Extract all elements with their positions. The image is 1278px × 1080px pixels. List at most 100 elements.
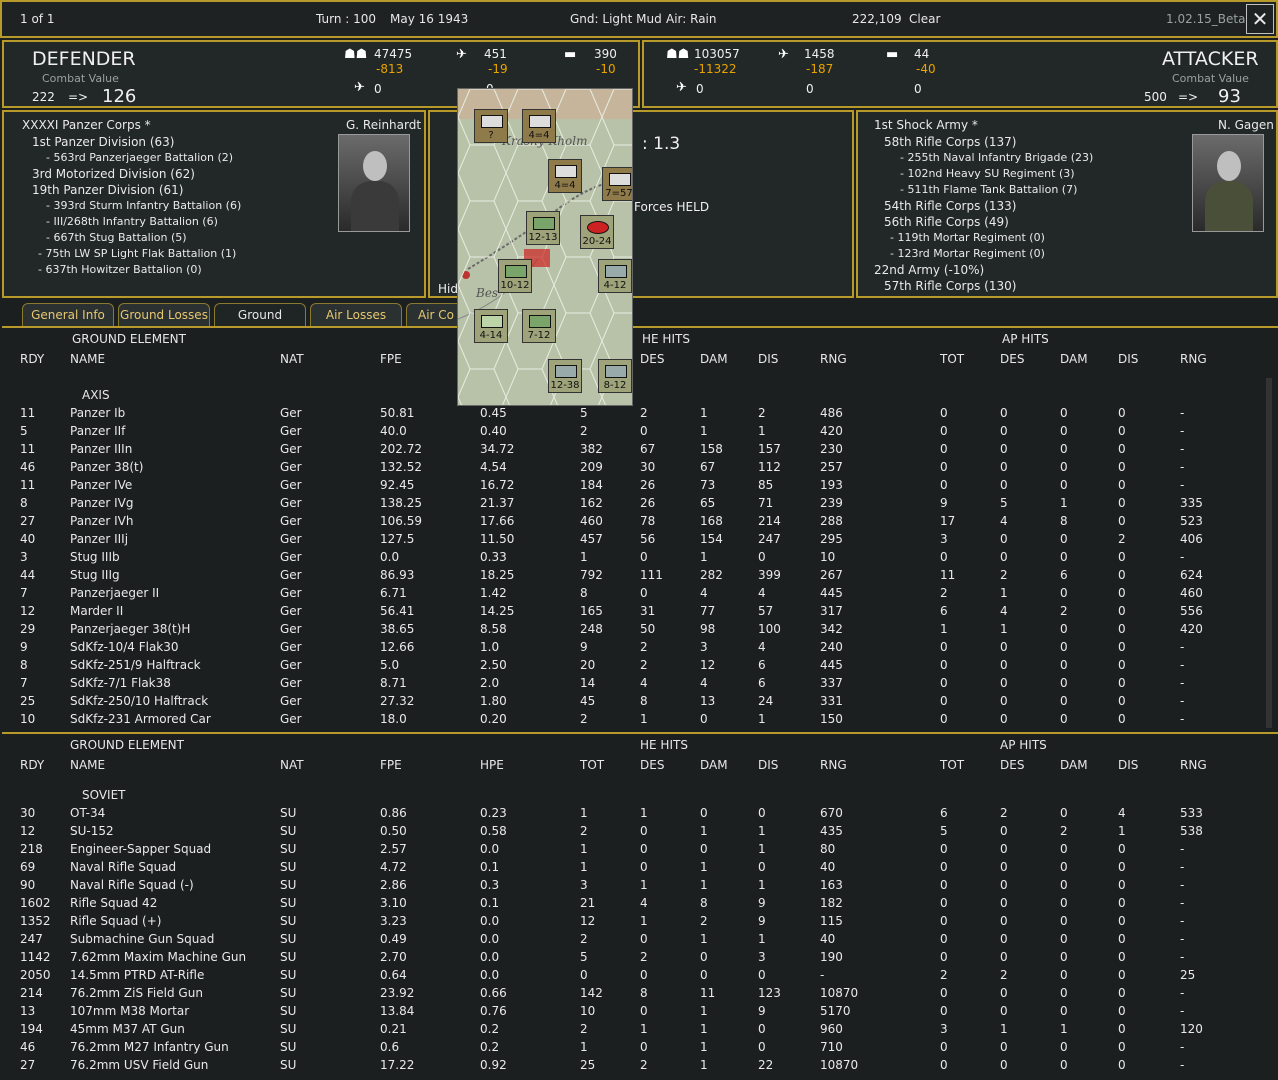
table-cell: SdKfz-231 Armored Car [70,712,211,726]
col-header[interactable]: DES [1000,352,1025,366]
col-header[interactable]: RDY [20,758,45,772]
unit-counter[interactable]: 4=4 [522,109,556,143]
col-header[interactable]: DIS [1118,758,1139,772]
close-button[interactable]: ✕ [1246,4,1274,34]
oob-line[interactable]: XXXXI Panzer Corps * [22,118,151,132]
col-header[interactable]: TOT [940,352,965,366]
unit-counter[interactable]: 12-13 [526,211,560,245]
table-cell: - [1180,932,1185,946]
table-cell: OT-34 [70,806,106,820]
col-header[interactable]: HPE [480,758,504,772]
unit-counter[interactable]: 7-12 [522,309,556,343]
table-cell: 4 [1118,806,1126,820]
table-cell: SdKfz-251/9 Halftrack [70,658,201,672]
unit-counter[interactable]: 10-12 [498,259,532,293]
table-cell: 1 [758,878,766,892]
unit-counter[interactable]: 12-38 [548,359,582,393]
defender-air-lost: 0 [374,82,382,96]
table-cell: 0 [940,694,948,708]
table-cell: 4 [758,640,766,654]
tab-ground-combat[interactable]: Ground Combat [214,303,306,344]
col-header[interactable]: DIS [758,758,779,772]
col-header[interactable]: RDY [20,352,45,366]
table-cell: - [1180,550,1185,564]
unit-counter[interactable]: 4=4 [548,159,582,193]
table-cell: 45mm M37 AT Gun [70,1022,185,1036]
table-cell: 1 [700,1004,708,1018]
unit-counter[interactable]: 7=57 [602,167,632,201]
table-cell: 0.1 [480,896,500,910]
table-cell: 4 [1000,604,1008,618]
tank-icon: ▬ [564,47,577,62]
tab-ground-losses[interactable]: Ground Losses [118,303,210,326]
table-cell: 1 [700,406,708,420]
table-cell: 7 [20,586,28,600]
oob-line[interactable]: 54th Rifle Corps (133) [884,199,1017,213]
oob-line[interactable]: - 102nd Heavy SU Regiment (3) [900,167,1075,180]
unit-counter[interactable]: 20-24 [580,215,614,249]
axis-scrollbar[interactable] [1266,378,1272,728]
hide-label[interactable]: Hid [438,282,458,296]
oob-line[interactable]: - 123rd Mortar Regiment (0) [890,247,1045,260]
oob-line[interactable]: - 75th LW SP Light Flak Battalion (1) [38,247,237,260]
col-header[interactable]: DAM [700,352,728,366]
col-header[interactable]: FPE [380,758,402,772]
col-header[interactable]: DAM [1060,758,1088,772]
unit-counter[interactable]: 4-12 [598,259,632,293]
attacker-oob: N. Gagen 1st Shock Army * 58th Rifle Cor… [856,110,1278,298]
table-cell: 247 [758,532,781,546]
col-header[interactable]: RNG [820,758,847,772]
oob-line[interactable]: - 511th Flame Tank Battalion (7) [900,183,1078,196]
col-header[interactable]: NAME [70,758,106,772]
table-cell: 46 [20,1040,36,1054]
table-cell: SU [280,968,297,982]
col-header[interactable]: DIS [758,352,779,366]
col-header[interactable]: FPE [380,352,402,366]
oob-line[interactable]: - 637th Howitzer Battalion (0) [38,263,202,276]
tab-general-info[interactable]: General Info [22,303,114,326]
col-header[interactable]: DIS [1118,352,1139,366]
table-cell: 0 [758,860,766,874]
col-header[interactable]: NAT [280,758,304,772]
col-header[interactable]: NAME [70,352,106,366]
oob-line[interactable]: 1st Panzer Division (63) [32,135,175,149]
oob-line[interactable]: - 255th Naval Infantry Brigade (23) [900,151,1094,164]
col-header[interactable]: RNG [820,352,847,366]
table-cell: 6.71 [380,586,407,600]
col-header[interactable]: DES [640,758,665,772]
oob-line[interactable]: - 667th Stug Battalion (5) [46,231,187,244]
unit-counter[interactable]: 8-12 [598,359,632,393]
oob-line[interactable]: - III/268th Infantry Battalion (6) [46,215,218,228]
table-cell: 5 [1000,496,1008,510]
oob-line[interactable]: 22nd Army (-10%) [874,263,985,277]
table-cell: 0 [940,442,948,456]
battle-map-inset[interactable]: Krasny Kholm Bes ? 4=4 4=4 7=57 12-13 20… [457,88,633,406]
tab-air-combat[interactable]: Air Co [406,303,466,326]
col-header[interactable]: RNG [1180,758,1207,772]
unit-counter[interactable]: ? [474,109,508,143]
table-cell: 120 [1180,1022,1203,1036]
col-header[interactable]: TOT [580,758,605,772]
table-cell: 0 [1000,1004,1008,1018]
oob-line[interactable]: - 393rd Sturm Infantry Battalion (6) [46,199,242,212]
oob-line[interactable]: - 563rd Panzerjaeger Battalion (2) [46,151,234,164]
oob-line[interactable]: 19th Panzer Division (61) [32,183,184,197]
table-cell: 1 [700,1040,708,1054]
oob-line[interactable]: - 119th Mortar Regiment (0) [890,231,1045,244]
oob-line[interactable]: 3rd Motorized Division (62) [32,167,195,181]
col-header[interactable]: DAM [700,758,728,772]
table-cell: 0 [640,860,648,874]
oob-line[interactable]: 58th Rifle Corps (137) [884,135,1017,149]
col-header[interactable]: DES [1000,758,1025,772]
oob-line[interactable]: 56th Rifle Corps (49) [884,215,1009,229]
col-header[interactable]: TOT [940,758,965,772]
col-header[interactable]: DAM [1060,352,1088,366]
oob-line[interactable]: 57th Rifle Corps (130) [884,279,1017,293]
tab-air-losses[interactable]: Air Losses [310,303,402,326]
col-header[interactable]: RNG [1180,352,1207,366]
col-header[interactable]: NAT [280,352,304,366]
oob-line[interactable]: 1st Shock Army * [874,118,978,132]
col-header[interactable]: DES [640,352,665,366]
unit-counter[interactable]: 4-14 [474,309,508,343]
table-cell: 0 [1118,712,1126,726]
